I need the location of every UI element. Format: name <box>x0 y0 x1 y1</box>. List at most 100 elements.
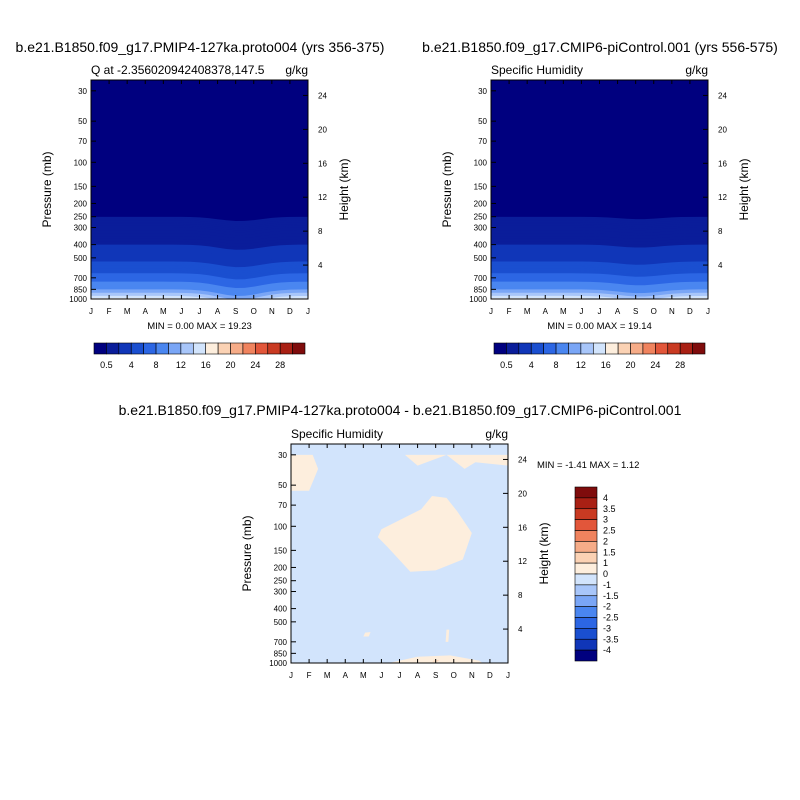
y-tick-label: 150 <box>474 182 488 191</box>
y-tick-label: 100 <box>474 158 488 167</box>
y-tick-label: 700 <box>474 274 488 283</box>
contour-band <box>91 216 308 224</box>
colorbar-swatch <box>93 342 107 355</box>
y-right-tick-label: 4 <box>318 261 323 270</box>
contour-band <box>491 236 708 243</box>
colorbar-swatch <box>642 342 656 355</box>
y-tick-label: 70 <box>278 501 287 510</box>
x-tick-label: A <box>615 307 621 316</box>
contour-band <box>491 285 708 292</box>
x-tick-label: J <box>579 307 583 316</box>
y-right-tick-label: 8 <box>518 591 523 600</box>
contour-band <box>491 241 708 249</box>
contour-band <box>91 255 308 265</box>
y-tick-label: 250 <box>274 577 288 586</box>
colorbar-swatch <box>574 562 598 575</box>
colorbar-swatch <box>267 342 281 355</box>
y-right-tick-label: 20 <box>518 489 527 498</box>
x-tick-label: N <box>469 671 475 680</box>
colorbar-swatch <box>617 342 631 355</box>
y-tick-label: 70 <box>78 137 87 146</box>
x-tick-label: M <box>324 671 331 680</box>
colorbar-label: 24 <box>650 360 660 370</box>
colorbar-swatch <box>518 342 532 355</box>
y-axis-label: Pressure (mb) <box>240 515 254 591</box>
colorbar-label: -3.5 <box>603 634 619 644</box>
y-right-tick-label: 4 <box>718 261 723 270</box>
y-right-tick-label: 12 <box>518 557 527 566</box>
y-tick-label: 300 <box>74 224 88 233</box>
colorbar-label: 28 <box>675 360 685 370</box>
y-tick-label: 300 <box>274 588 288 597</box>
colorbar-swatch <box>168 342 182 355</box>
y-tick-label: 400 <box>74 241 88 250</box>
contour-band <box>491 287 708 294</box>
contour-band <box>91 222 308 230</box>
contour-band <box>491 238 708 246</box>
y-tick-label: 400 <box>474 241 488 250</box>
y-tick-label: 850 <box>74 285 88 294</box>
colorbar-swatch <box>568 342 582 355</box>
x-tick-label: D <box>687 307 693 316</box>
colorbar-label: 20 <box>226 360 236 370</box>
y-tick-label: 30 <box>478 87 487 96</box>
colorbar-swatch <box>130 342 144 355</box>
y-tick-label: 50 <box>478 117 487 126</box>
colorbar-label: 1 <box>603 558 608 568</box>
contour-band <box>91 244 308 253</box>
colorbar: 0.5 4 8 12 16 20 24 28 <box>493 342 706 370</box>
colorbar-swatch <box>493 342 507 355</box>
x-tick-label: M <box>160 307 167 316</box>
y-right-tick-label: 16 <box>718 159 727 168</box>
contour-band <box>91 251 308 260</box>
y-tick-label: 200 <box>274 563 288 572</box>
x-tick-label: J <box>179 307 183 316</box>
x-tick-label: A <box>415 671 421 680</box>
colorbar-swatch <box>655 342 669 355</box>
x-tick-label: O <box>651 307 657 316</box>
contour-band <box>491 274 708 281</box>
contour-band <box>91 225 308 233</box>
colorbar-label: 4 <box>129 360 134 370</box>
x-tick-label: A <box>215 307 221 316</box>
colorbar-label: 8 <box>554 360 559 370</box>
contour-band <box>91 223 308 231</box>
y-right-tick-label: 24 <box>518 455 527 464</box>
x-tick-label: J <box>198 307 202 316</box>
y-tick-label: 50 <box>78 117 87 126</box>
colorbar: 43.532.521.510-1-1.5-2-2.5-3-3.5-4 <box>574 486 619 662</box>
x-tick-label: A <box>143 307 149 316</box>
colorbar-label: -2.5 <box>603 613 619 623</box>
colorbar-label: 2 <box>603 536 608 546</box>
x-tick-label: J <box>89 307 93 316</box>
colorbar-swatch <box>574 519 598 531</box>
y-right-tick-label: 12 <box>718 193 727 202</box>
contour-band <box>91 236 308 245</box>
colorbar-swatch <box>679 342 693 355</box>
x-tick-label: A <box>343 671 349 680</box>
y-tick-label: 700 <box>74 274 88 283</box>
chart-units: g/kg <box>485 427 508 441</box>
x-tick-label: D <box>287 307 293 316</box>
contour-band <box>91 292 308 299</box>
contour-band <box>91 241 308 251</box>
min-max-text: MIN = 0.00 MAX = 19.23 <box>147 321 252 332</box>
y-right-tick-label: 12 <box>318 193 327 202</box>
chart-title: b.e21.B1850.f09_g17.PMIP4-127ka.proto004… <box>16 39 385 55</box>
x-tick-label: S <box>433 671 438 680</box>
x-tick-label: F <box>307 671 312 680</box>
colorbar-swatch <box>255 342 269 355</box>
y-tick-label: 100 <box>74 158 88 167</box>
colorbar-swatch <box>106 342 120 355</box>
contour-band <box>491 273 708 279</box>
colorbar-swatch <box>574 584 598 597</box>
y-tick-label: 1000 <box>69 295 87 304</box>
y-tick-label: 100 <box>274 522 288 531</box>
y-tick-label: 1000 <box>269 659 287 668</box>
chart-subtitle-left: Q at -2.356020942408378,147.5 <box>91 63 265 77</box>
plot-area <box>291 444 508 663</box>
contour-band <box>491 233 708 240</box>
x-tick-label: J <box>598 307 602 316</box>
x-tick-label: A <box>543 307 549 316</box>
